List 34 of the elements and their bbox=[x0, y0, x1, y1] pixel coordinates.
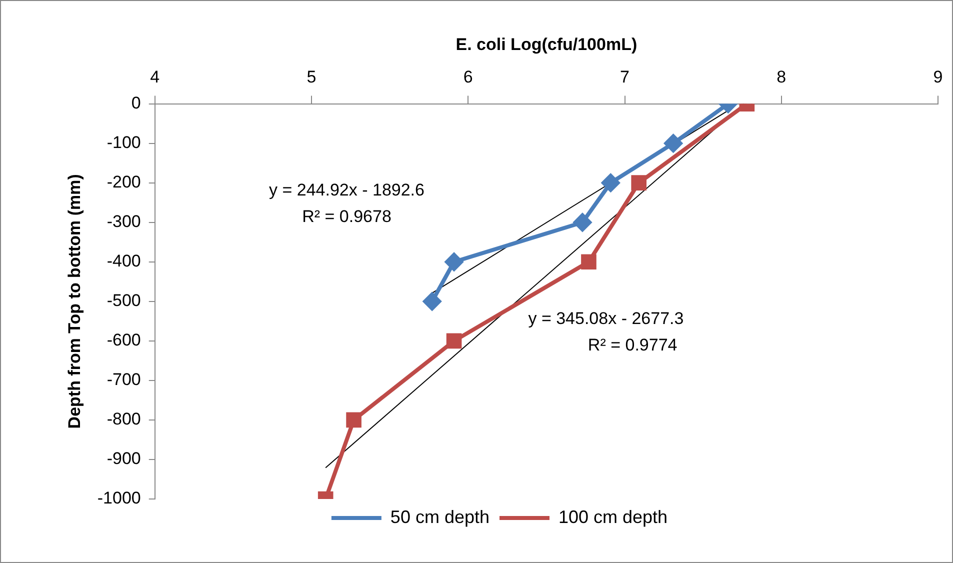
y-tick-label: -900 bbox=[106, 449, 141, 468]
point bbox=[445, 252, 464, 271]
legend-label: 50 cm depth bbox=[390, 506, 490, 527]
x-tick-label: 8 bbox=[776, 67, 786, 86]
x-tick-label: 5 bbox=[306, 67, 316, 86]
annotation: R² = 0.9774 bbox=[588, 336, 678, 355]
y-tick-label: -700 bbox=[106, 370, 141, 390]
point bbox=[581, 254, 596, 270]
y-tick-label: -200 bbox=[106, 172, 141, 192]
y-tick-label: -300 bbox=[106, 212, 141, 232]
annotation: R² = 0.9678 bbox=[302, 206, 392, 226]
annotation: y = 345.08x - 2677.3 bbox=[528, 308, 684, 328]
point bbox=[423, 292, 442, 310]
point bbox=[664, 134, 682, 152]
y-tick-label: -800 bbox=[106, 410, 141, 429]
point bbox=[446, 333, 462, 349]
y-axis-title: Depth from Top to bottom (mm) bbox=[64, 174, 84, 429]
y-tick-label: -500 bbox=[106, 291, 141, 310]
y-tick-label: 0 bbox=[131, 93, 141, 112]
x-tick-label: 4 bbox=[150, 67, 160, 86]
x-tick-label: 9 bbox=[933, 67, 943, 86]
y-tick-label: -1000 bbox=[97, 488, 141, 508]
annotation: y = 244.92x - 1892.6 bbox=[269, 180, 424, 200]
point bbox=[602, 174, 620, 192]
x-axis-title: E. coli Log(cfu/100mL) bbox=[456, 34, 638, 54]
point bbox=[346, 412, 362, 428]
x-tick-label: 6 bbox=[463, 67, 473, 86]
point bbox=[631, 175, 647, 190]
x-tick-label: 7 bbox=[620, 67, 630, 86]
point bbox=[573, 213, 592, 232]
y-tick-label: -600 bbox=[106, 330, 141, 350]
legend-label: 100 cm depth bbox=[558, 506, 668, 527]
y-tick-label: -100 bbox=[106, 133, 141, 152]
y-tick-label: -400 bbox=[106, 252, 141, 271]
